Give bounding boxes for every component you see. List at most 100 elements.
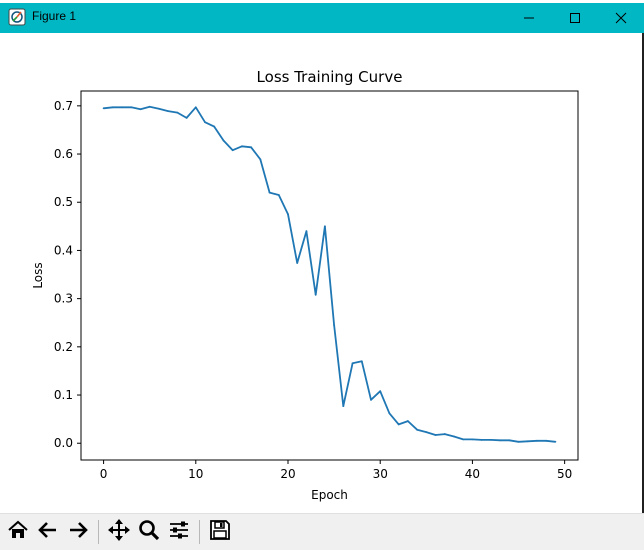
data-point (268, 191, 271, 194)
home-icon (7, 519, 29, 545)
data-point (379, 390, 382, 393)
data-point (351, 362, 354, 365)
data-point (397, 423, 400, 426)
data-point (323, 225, 326, 228)
y-axis-label: Loss (31, 262, 45, 288)
data-point (453, 435, 455, 438)
data-point (508, 439, 511, 442)
data-point (213, 125, 216, 128)
data-point (416, 428, 418, 431)
configure-subplots-icon (167, 518, 191, 546)
y-tick-label: 0.3 (54, 292, 73, 306)
data-point (517, 440, 520, 443)
chart-title: Loss Training Curve (257, 68, 403, 86)
data-point (434, 434, 437, 436)
y-tick-label: 0.4 (54, 243, 73, 257)
data-point (425, 431, 428, 434)
minimize-button[interactable] (506, 3, 552, 33)
data-point (176, 111, 179, 114)
data-point (158, 107, 160, 110)
figure-canvas[interactable]: 0 10 20 30 40 50 0.0 0.1 0.2 0.3 0.4 0.5 0.6 0.7 Los… (0, 33, 644, 513)
forward-icon (67, 519, 89, 545)
y-tick-label: 0.2 (54, 340, 73, 354)
maximize-icon (569, 9, 581, 28)
data-point (222, 139, 225, 142)
home-button[interactable] (4, 518, 32, 546)
data-point (499, 439, 501, 442)
axes-frame (80, 90, 579, 461)
minimize-icon (523, 9, 535, 28)
data-point (388, 412, 391, 415)
title-bar: Figure 1 (0, 0, 644, 33)
data-point (259, 158, 262, 161)
data-point (231, 149, 234, 152)
save-button[interactable] (206, 518, 234, 546)
data-point (489, 438, 492, 441)
y-tick-label: 0.0 (54, 436, 73, 450)
loss-chart: 0 10 20 30 40 50 0.0 0.1 0.2 0.3 0.4 0.5 0.6 0.7 Los… (31, 68, 579, 502)
toolbar-separator (199, 520, 200, 544)
data-point (241, 145, 243, 148)
window-right-edge (642, 33, 644, 549)
save-icon (209, 519, 231, 545)
y-tick-label: 0.5 (54, 195, 73, 209)
data-point (342, 405, 345, 408)
back-button[interactable] (34, 518, 62, 546)
x-tick-label: 40 (465, 467, 480, 481)
x-tick-label: 10 (188, 467, 203, 481)
y-tick-label: 0.1 (54, 388, 73, 402)
navigation-toolbar (0, 513, 644, 550)
toolbar-separator (98, 520, 99, 544)
data-point (305, 230, 308, 233)
data-point (462, 438, 465, 441)
data-point (406, 420, 409, 422)
forward-button[interactable] (64, 518, 92, 546)
zoom-button[interactable] (135, 518, 163, 546)
data-point (185, 116, 188, 119)
close-button[interactable] (598, 3, 644, 33)
data-point (204, 121, 206, 124)
data-point (554, 440, 557, 443)
x-tick-label: 0 (100, 467, 108, 481)
x-tick-label: 20 (280, 467, 295, 481)
data-point (296, 262, 299, 264)
data-point (545, 439, 548, 442)
data-point (194, 106, 197, 109)
pan-button[interactable] (105, 518, 133, 546)
data-point (471, 438, 474, 441)
window-title: Figure 1 (32, 9, 77, 23)
data-point (333, 324, 336, 327)
app-icon (8, 8, 26, 26)
y-axis-ticks: 0.0 0.1 0.2 0.3 0.4 0.5 0.6 0.7 (54, 99, 81, 450)
data-point (148, 105, 151, 108)
x-axis-ticks: 0 10 20 30 40 50 (100, 460, 572, 481)
zoom-icon (137, 518, 161, 546)
data-point (277, 194, 280, 196)
data-points (102, 105, 557, 443)
data-point (480, 438, 483, 441)
data-point (111, 106, 114, 109)
data-point (167, 110, 170, 113)
data-point (102, 107, 105, 110)
pan-icon (107, 518, 131, 546)
x-tick-label: 50 (557, 467, 572, 481)
x-tick-label: 30 (373, 467, 388, 481)
data-point (443, 433, 446, 435)
maximize-button[interactable] (552, 3, 598, 33)
data-point (250, 146, 253, 149)
y-tick-label: 0.6 (54, 147, 73, 161)
x-axis-label: Epoch (311, 488, 348, 502)
data-point (121, 106, 123, 109)
data-point (360, 360, 363, 363)
y-tick-label: 0.7 (54, 99, 73, 113)
back-icon (37, 519, 59, 545)
data-point (287, 213, 289, 216)
close-icon (615, 9, 627, 28)
data-point (526, 440, 529, 443)
title-bar-top-strip (0, 0, 644, 3)
data-point (370, 398, 372, 401)
data-point (536, 439, 538, 442)
configure-subplots-button[interactable] (165, 518, 193, 546)
data-point (314, 293, 317, 296)
data-point (139, 108, 142, 111)
